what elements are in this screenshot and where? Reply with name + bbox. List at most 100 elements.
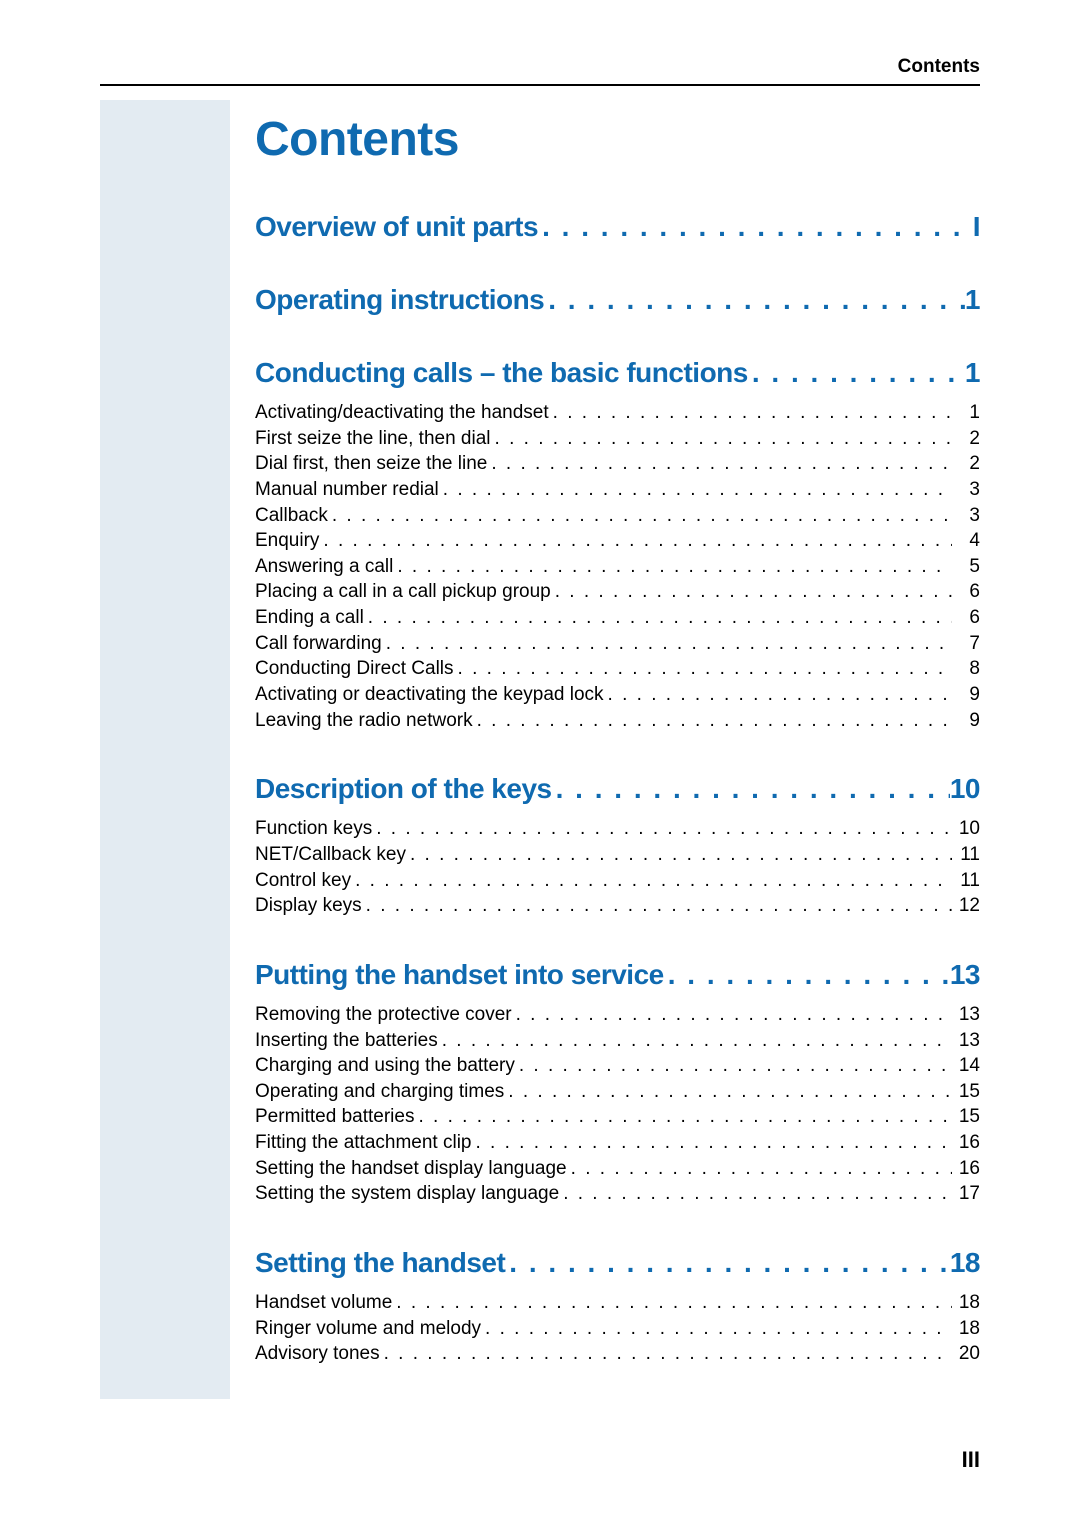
toc-entry[interactable]: Removing the protective cover. . . . . .… xyxy=(255,1002,980,1028)
toc-section: Overview of unit parts. . . . . . . . . … xyxy=(255,209,980,244)
toc-leader-dots: . . . . . . . . . . . . . . . . . . . . … xyxy=(481,1316,952,1342)
toc-leader-dots: . . . . . . . . . . . . . . . . . . . . … xyxy=(351,868,952,894)
toc-entry-page: 17 xyxy=(952,1181,980,1207)
toc-entry-page: 13 xyxy=(952,1002,980,1028)
toc-section-heading[interactable]: Overview of unit parts. . . . . . . . . … xyxy=(255,209,980,244)
toc-entry[interactable]: Ending a call. . . . . . . . . . . . . .… xyxy=(255,605,980,631)
toc-entry-page: 2 xyxy=(952,451,980,477)
toc-leader-dots: . . . . . . . . . . . . . . . . . . . . … xyxy=(439,477,952,503)
toc-entry-page: 5 xyxy=(952,554,980,580)
toc-entry[interactable]: Control key. . . . . . . . . . . . . . .… xyxy=(255,868,980,894)
sidebar-stripe xyxy=(100,100,230,1399)
toc-entry-label: Call forwarding xyxy=(255,631,382,657)
toc-leader-dots: . . . . . . . . . . . . . . . . . . . . … xyxy=(382,631,952,657)
toc-leader-dots: . . . . . . . . . . . . . . . . . . . . … xyxy=(551,579,952,605)
toc-entry-label: Display keys xyxy=(255,893,362,919)
toc-entry[interactable]: Placing a call in a call pickup group. .… xyxy=(255,579,980,605)
toc-leader-dots: . . . . . . . . . . . . . . . . . . . . … xyxy=(515,1053,952,1079)
toc-entry-page: 3 xyxy=(952,477,980,503)
toc-leader-dots: . . . . . . . . . . . . . . . . . . . . … xyxy=(567,1156,952,1182)
toc-entry[interactable]: Callback. . . . . . . . . . . . . . . . … xyxy=(255,503,980,529)
toc-entry-page: 8 xyxy=(952,656,980,682)
toc-entry[interactable]: Function keys. . . . . . . . . . . . . .… xyxy=(255,816,980,842)
toc-section-heading[interactable]: Conducting calls – the basic functions. … xyxy=(255,355,980,390)
toc-leader-dots: . . . . . . . . . . . . . . . . . . . . … xyxy=(414,1104,952,1130)
toc-entry[interactable]: Answering a call. . . . . . . . . . . . … xyxy=(255,554,980,580)
toc-section-page: I xyxy=(973,209,980,244)
toc-content: Contents Overview of unit parts. . . . .… xyxy=(255,100,980,1405)
toc-entry-page: 11 xyxy=(952,868,980,894)
toc-entry[interactable]: Display keys. . . . . . . . . . . . . . … xyxy=(255,893,980,919)
toc-entry-label: Enquiry xyxy=(255,528,319,554)
toc-entry[interactable]: Activating or deactivating the keypad lo… xyxy=(255,682,980,708)
toc-entry-label: Ringer volume and melody xyxy=(255,1316,481,1342)
toc-entry-label: Setting the system display language xyxy=(255,1181,559,1207)
toc-entry-label: Conducting Direct Calls xyxy=(255,656,454,682)
toc-entry[interactable]: Permitted batteries. . . . . . . . . . .… xyxy=(255,1104,980,1130)
toc-entry[interactable]: Setting the handset display language. . … xyxy=(255,1156,980,1182)
toc-section-label: Operating instructions xyxy=(255,282,544,317)
toc-leader-dots: . . . . . . . . . . . . . . . . . . . . … xyxy=(364,605,952,631)
toc-section-heading[interactable]: Setting the handset. . . . . . . . . . .… xyxy=(255,1245,980,1280)
toc-entry-label: Activating or deactivating the keypad lo… xyxy=(255,682,604,708)
toc-entry[interactable]: Handset volume. . . . . . . . . . . . . … xyxy=(255,1290,980,1316)
running-header: Contents xyxy=(898,56,980,78)
toc-section-heading[interactable]: Operating instructions. . . . . . . . . … xyxy=(255,282,980,317)
toc-section-page: 18 xyxy=(950,1245,980,1280)
toc-section-heading[interactable]: Description of the keys. . . . . . . . .… xyxy=(255,771,980,806)
toc-entry[interactable]: Advisory tones. . . . . . . . . . . . . … xyxy=(255,1341,980,1367)
toc-entry-page: 6 xyxy=(952,605,980,631)
toc-entry[interactable]: Call forwarding. . . . . . . . . . . . .… xyxy=(255,631,980,657)
toc-leader-dots: . . . . . . . . . . . . . . . . . . . . … xyxy=(438,1028,952,1054)
toc-entry-page: 14 xyxy=(952,1053,980,1079)
toc-entry-page: 18 xyxy=(952,1290,980,1316)
toc-leader-dots: . . . . . . . . . . . . . . . . . . . . … xyxy=(748,355,965,390)
toc-section-page: 1 xyxy=(965,355,980,390)
toc-entry[interactable]: Operating and charging times. . . . . . … xyxy=(255,1079,980,1105)
toc-entry-label: Inserting the batteries xyxy=(255,1028,438,1054)
toc-entry[interactable]: First seize the line, then dial. . . . .… xyxy=(255,426,980,452)
toc-entry-label: Manual number redial xyxy=(255,477,439,503)
toc-section-heading[interactable]: Putting the handset into service. . . . … xyxy=(255,957,980,992)
toc-leader-dots: . . . . . . . . . . . . . . . . . . . . … xyxy=(544,282,965,317)
page-title: Contents xyxy=(255,112,980,167)
toc-entry-page: 9 xyxy=(952,682,980,708)
toc-entry[interactable]: Dial first, then seize the line. . . . .… xyxy=(255,451,980,477)
toc-leader-dots: . . . . . . . . . . . . . . . . . . . . … xyxy=(372,816,952,842)
toc-section-page: 1 xyxy=(965,282,980,317)
toc-section-label: Overview of unit parts xyxy=(255,209,538,244)
toc-entry[interactable]: Charging and using the battery. . . . . … xyxy=(255,1053,980,1079)
toc-section-label: Description of the keys xyxy=(255,771,552,806)
toc-entry-label: Charging and using the battery xyxy=(255,1053,515,1079)
toc-section: Putting the handset into service. . . . … xyxy=(255,957,980,1207)
toc-entry-label: Advisory tones xyxy=(255,1341,380,1367)
toc-entry[interactable]: Inserting the batteries. . . . . . . . .… xyxy=(255,1028,980,1054)
toc-entry-page: 15 xyxy=(952,1079,980,1105)
toc-leader-dots: . . . . . . . . . . . . . . . . . . . . … xyxy=(604,682,952,708)
toc-leader-dots: . . . . . . . . . . . . . . . . . . . . … xyxy=(552,771,950,806)
toc-entry-label: First seize the line, then dial xyxy=(255,426,491,452)
toc-section-page: 13 xyxy=(950,957,980,992)
toc-entry[interactable]: Activating/deactivating the handset. . .… xyxy=(255,400,980,426)
toc-entry-label: Dial first, then seize the line xyxy=(255,451,487,477)
header-rule xyxy=(100,84,980,86)
toc-leader-dots: . . . . . . . . . . . . . . . . . . . . … xyxy=(454,656,952,682)
toc-entry-label: Fitting the attachment clip xyxy=(255,1130,472,1156)
toc-entry-page: 7 xyxy=(952,631,980,657)
toc-leader-dots: . . . . . . . . . . . . . . . . . . . . … xyxy=(472,1130,953,1156)
toc-entry[interactable]: Leaving the radio network. . . . . . . .… xyxy=(255,708,980,734)
toc-section: Conducting calls – the basic functions. … xyxy=(255,355,980,733)
toc-section-page: 10 xyxy=(950,771,980,806)
toc-entry-page: 16 xyxy=(952,1130,980,1156)
toc-entry[interactable]: Fitting the attachment clip. . . . . . .… xyxy=(255,1130,980,1156)
toc-entry[interactable]: Conducting Direct Calls. . . . . . . . .… xyxy=(255,656,980,682)
toc-entry-label: Setting the handset display language xyxy=(255,1156,567,1182)
toc-entry[interactable]: Setting the system display language. . .… xyxy=(255,1181,980,1207)
toc-leader-dots: . . . . . . . . . . . . . . . . . . . . … xyxy=(538,209,973,244)
toc-leader-dots: . . . . . . . . . . . . . . . . . . . . … xyxy=(473,708,952,734)
toc-entry[interactable]: Manual number redial. . . . . . . . . . … xyxy=(255,477,980,503)
toc-entry[interactable]: Ringer volume and melody. . . . . . . . … xyxy=(255,1316,980,1342)
toc-leader-dots: . . . . . . . . . . . . . . . . . . . . … xyxy=(512,1002,952,1028)
toc-entry[interactable]: Enquiry. . . . . . . . . . . . . . . . .… xyxy=(255,528,980,554)
toc-entry[interactable]: NET/Callback key. . . . . . . . . . . . … xyxy=(255,842,980,868)
